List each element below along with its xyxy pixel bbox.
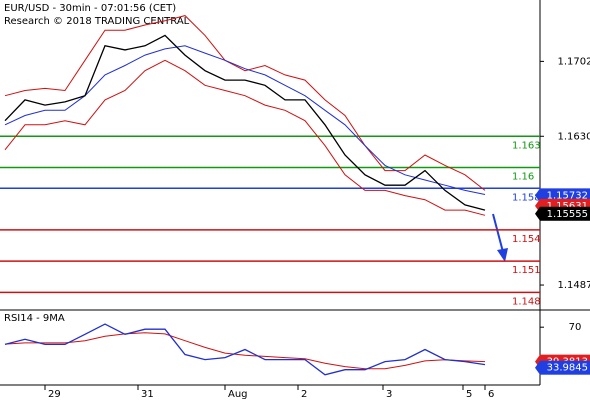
level-label: 1.148 — [512, 296, 541, 307]
y-tick-label: 70 — [569, 322, 582, 333]
price-label: 1.15631 — [547, 201, 588, 212]
x-tick-label: 31 — [141, 389, 154, 400]
price-label: 1.15555 — [547, 209, 588, 220]
y-tick-label: 1.1630 — [558, 131, 590, 142]
level-label: 1.151 — [512, 265, 541, 276]
x-tick-label: Aug — [228, 389, 248, 400]
series-line — [4, 15, 486, 191]
y-tick-label: 1.1702 — [558, 56, 590, 67]
price-label-box — [540, 188, 590, 203]
price-label-pointer — [535, 360, 540, 375]
x-tick-label: 3 — [386, 389, 392, 400]
x-tick-label: 6 — [488, 389, 494, 400]
series-line — [4, 34, 486, 211]
price-label-box — [540, 206, 590, 221]
series-line — [4, 332, 486, 370]
x-tick-label: 29 — [48, 389, 61, 400]
price-label: 1.15732 — [547, 190, 588, 201]
x-tick-label: 2 — [301, 389, 307, 400]
price-label: 33.9845 — [547, 363, 588, 374]
price-label-box — [540, 360, 590, 375]
forecast-arrow — [492, 213, 504, 253]
level-label: 1.154 — [512, 234, 541, 245]
price-label-pointer — [535, 188, 540, 203]
price-label-pointer — [535, 206, 540, 221]
level-label: 1.163 — [512, 140, 541, 151]
forecast-arrowhead — [497, 248, 508, 262]
level-label: 1.158 — [512, 192, 541, 203]
x-tick-label: 5 — [466, 389, 472, 400]
series-line — [4, 59, 486, 216]
chart-title: EUR/USD - 30min - 07:01:56 (CET) — [4, 3, 176, 14]
rsi-title: RSI14 - 9MA — [4, 313, 65, 324]
level-label: 1.16 — [512, 171, 534, 182]
y-tick-label: 1.1487 — [558, 280, 590, 291]
chart-subtitle: Research © 2018 TRADING CENTRAL — [4, 16, 190, 27]
series-line — [4, 323, 486, 376]
